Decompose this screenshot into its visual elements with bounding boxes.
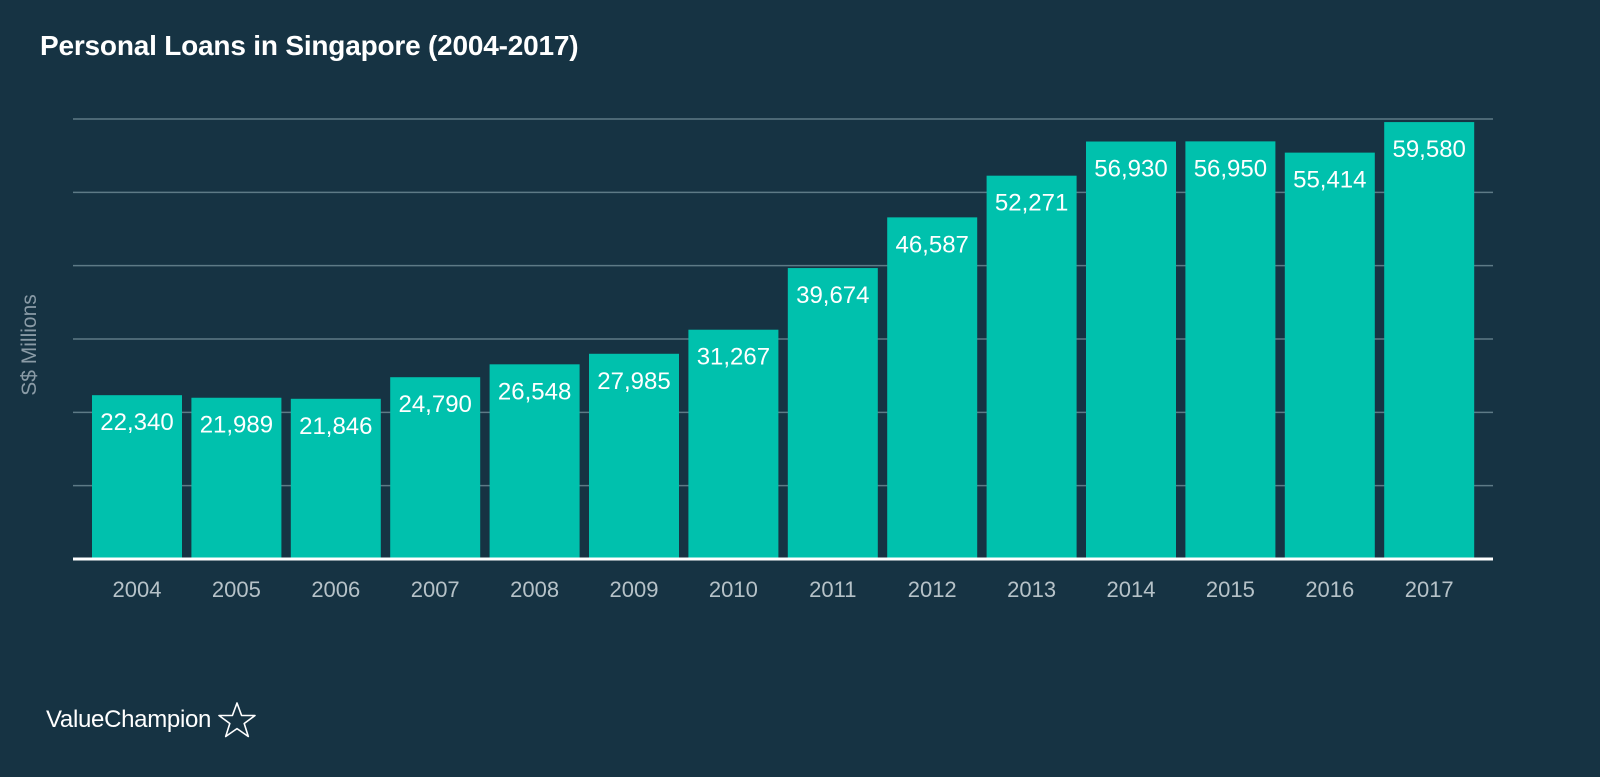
x-tick-2005: 2005 xyxy=(212,577,261,602)
x-tick-2008: 2008 xyxy=(510,577,559,602)
value-label-2010: 31,267 xyxy=(697,344,770,371)
gridlines xyxy=(73,118,1493,487)
x-tick-2011: 2011 xyxy=(809,577,856,602)
value-label-2007: 24,790 xyxy=(398,391,471,418)
bar-2013 xyxy=(986,175,1077,560)
bar-2016 xyxy=(1284,152,1375,559)
x-tick-2016: 2016 xyxy=(1305,577,1354,602)
bar-2007 xyxy=(390,377,481,559)
value-labels: 22,340 21,989 21,846 24,790 26,548 27,985 31,2… xyxy=(100,136,1466,440)
x-tick-2017: 2017 xyxy=(1405,577,1454,602)
x-tick-2014: 2014 xyxy=(1107,577,1156,602)
value-label-2015: 56,950 xyxy=(1194,155,1267,182)
bar-2011 xyxy=(787,268,878,559)
x-tick-2012: 2012 xyxy=(908,577,957,602)
value-label-2005: 21,989 xyxy=(200,412,273,439)
value-label-2016: 55,414 xyxy=(1293,167,1366,194)
value-label-2008: 26,548 xyxy=(498,378,571,405)
x-tick-2006: 2006 xyxy=(311,577,360,602)
brand-logo: ValueChampion xyxy=(46,700,257,740)
x-tick-2004: 2004 xyxy=(113,577,162,602)
bar-2017 xyxy=(1384,122,1475,559)
x-tick-2013: 2013 xyxy=(1007,577,1056,602)
value-label-2009: 27,985 xyxy=(597,368,670,395)
bar-2005 xyxy=(191,397,282,559)
x-tick-2015: 2015 xyxy=(1206,577,1255,602)
bar-2008 xyxy=(489,364,580,559)
bar-2012 xyxy=(887,217,978,559)
x-tick-2010: 2010 xyxy=(709,577,758,602)
value-label-2012: 46,587 xyxy=(895,231,968,258)
bar-2006 xyxy=(290,398,381,559)
star-outline-icon xyxy=(218,702,256,738)
value-label-2004: 22,340 xyxy=(100,409,173,436)
bar-2009 xyxy=(589,353,679,559)
brand-name: ValueChampion xyxy=(46,706,212,733)
bar-2010 xyxy=(688,329,779,559)
x-tick-2009: 2009 xyxy=(610,577,659,602)
value-label-2013: 52,271 xyxy=(995,190,1068,217)
value-label-2014: 56,930 xyxy=(1094,156,1167,183)
value-label-2017: 59,580 xyxy=(1392,136,1465,163)
bars xyxy=(92,122,1475,560)
x-tick-labels: 2004 2005 2006 2007 2008 2009 2010 2011 2012 2013… xyxy=(113,577,1454,602)
x-tick-2007: 2007 xyxy=(411,577,460,602)
bar-2015 xyxy=(1185,141,1276,559)
value-label-2011: 39,674 xyxy=(796,282,869,309)
bar-2014 xyxy=(1086,141,1176,559)
bar-2004 xyxy=(92,395,182,559)
chart-title: Personal Loans in Singapore (2004-2017) xyxy=(40,30,579,61)
value-label-2006: 21,846 xyxy=(299,413,372,440)
